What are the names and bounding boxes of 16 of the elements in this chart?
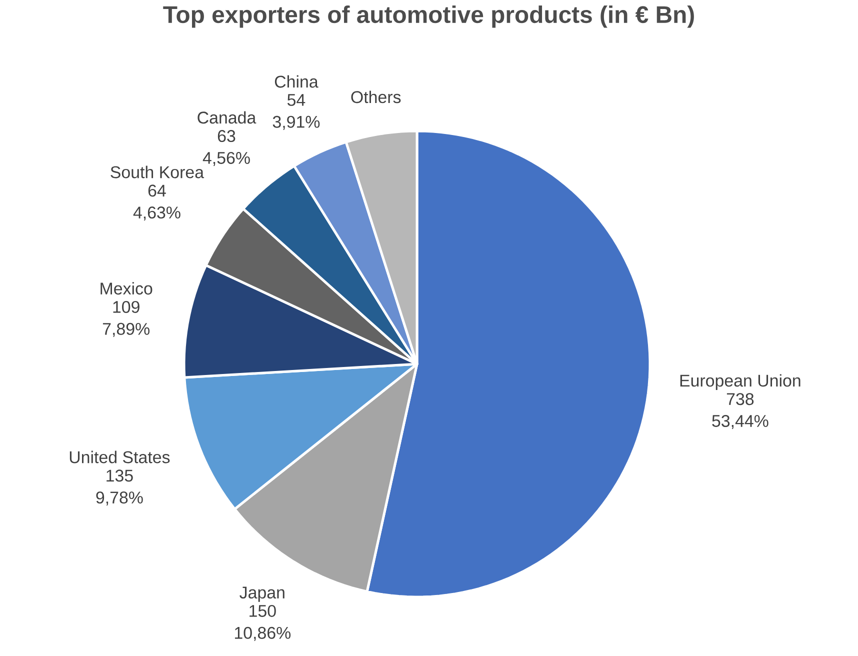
chart-title: Top exporters of automotive products (in € Bn): [163, 6, 694, 28]
slice-label: China: [274, 75, 318, 88]
data-label: 109 7,89%: [102, 300, 150, 337]
data-label: 135 9,78%: [96, 470, 143, 506]
slice-label: Canada: [198, 111, 256, 124]
data-label: 54 3,91%: [272, 94, 320, 130]
slice-label: United States: [70, 450, 170, 464]
slice-label: Mexico: [100, 282, 152, 295]
slice-label: Japan: [240, 586, 284, 602]
slice-label: European Union: [680, 374, 800, 390]
data-label: 738 53,44%: [712, 393, 768, 429]
data-label: 64 4,63%: [133, 184, 180, 221]
slice-label: South Korea: [110, 166, 204, 178]
data-label: 63 4,56%: [202, 130, 250, 166]
data-label: 150 10,86%: [234, 604, 291, 641]
slice-label: Others: [351, 90, 401, 104]
